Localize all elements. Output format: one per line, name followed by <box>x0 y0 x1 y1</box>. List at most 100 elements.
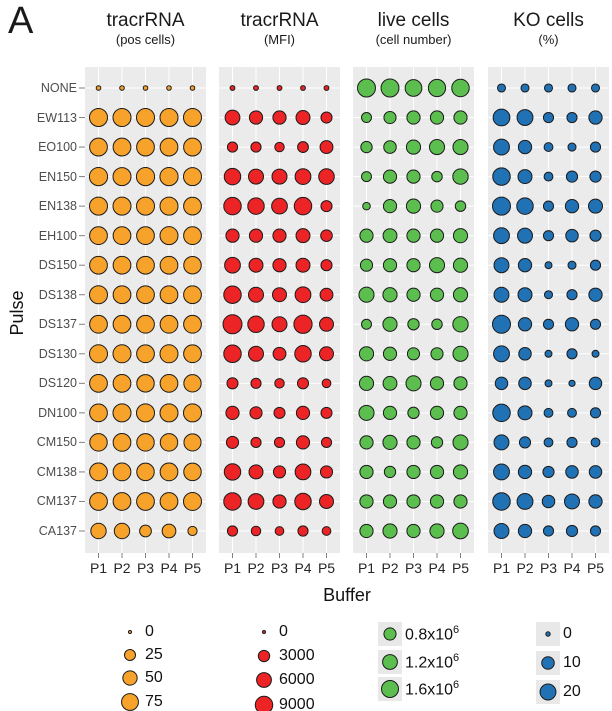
bubble <box>359 435 374 450</box>
legend-label: 25 <box>145 646 163 663</box>
row-label-cm138: CM138 <box>36 464 77 479</box>
bubble <box>183 285 202 305</box>
bubble <box>183 344 202 364</box>
bubble <box>382 434 398 450</box>
bubble <box>225 228 240 243</box>
legend-entry: 50 <box>118 666 163 690</box>
bubble <box>223 463 242 481</box>
panel-subtitle: (pos cells) <box>115 32 176 47</box>
bubble <box>183 374 202 393</box>
bubble <box>250 436 262 448</box>
bubble <box>359 258 374 272</box>
bubble <box>142 85 149 91</box>
bubble <box>89 492 108 511</box>
bubble <box>544 379 553 388</box>
panel-subtitle: (cell number) <box>375 32 452 47</box>
bubble <box>492 314 511 334</box>
bubble <box>183 226 202 246</box>
bubble <box>452 228 469 244</box>
bubble <box>358 286 375 303</box>
legend-dot-icon <box>256 672 272 688</box>
bubble <box>250 141 262 153</box>
bubble <box>406 169 421 184</box>
bubble <box>453 494 468 509</box>
bubble <box>429 228 445 243</box>
legend-label: 0 <box>279 623 288 640</box>
x-tick-label-p3: P3 <box>539 560 558 576</box>
bubble <box>112 167 132 187</box>
bubble <box>382 375 398 391</box>
legend-key-swatch <box>378 650 402 674</box>
bubble <box>297 141 309 153</box>
row-label-ds150: DS150 <box>38 258 77 273</box>
x-tick-label-p2: P2 <box>516 560 534 576</box>
bubble <box>136 137 155 157</box>
bubble <box>429 523 445 539</box>
legend-entry: 0.8x106 <box>378 622 459 646</box>
legend-label: 20 <box>563 683 581 700</box>
bubble <box>89 433 108 452</box>
bubble <box>493 522 510 539</box>
bubble <box>247 286 265 303</box>
x-tick-label-p4: P4 <box>294 560 312 576</box>
bubble <box>492 492 511 511</box>
legend-dot-icon <box>257 649 271 663</box>
row-label-cm150: CM150 <box>36 435 77 450</box>
bubble <box>135 196 156 216</box>
bubble <box>589 525 602 537</box>
bubble <box>136 314 155 334</box>
bubble <box>323 85 330 91</box>
row-label-eo100: EO100 <box>38 140 77 155</box>
bubble <box>159 196 179 216</box>
bubble <box>516 197 534 215</box>
bubble <box>543 407 554 418</box>
x-tick-label-p4: P4 <box>428 560 446 576</box>
bubble <box>183 137 202 157</box>
bubble <box>294 492 312 511</box>
legend-label: 6000 <box>279 671 315 688</box>
row-label-ds137: DS137 <box>38 317 77 332</box>
legend-dot-icon <box>124 649 136 661</box>
legend-entry: 0 <box>118 620 154 644</box>
bubble <box>247 345 265 362</box>
x-tick-label-p2: P2 <box>113 560 131 576</box>
legend-label: 0 <box>145 623 154 640</box>
bubble <box>429 405 445 420</box>
legend-key-swatch <box>252 693 276 711</box>
bubble <box>253 85 259 91</box>
bubble <box>225 405 240 420</box>
row-label-ds130: DS130 <box>38 346 77 361</box>
bubble <box>567 260 577 270</box>
legend-key-swatch <box>536 680 560 704</box>
legend-label: 1.6x106 <box>405 678 460 699</box>
bubble <box>520 83 530 93</box>
bubble <box>135 167 156 187</box>
y-axis-tick-marks <box>79 87 85 532</box>
bubble <box>321 378 332 389</box>
bubble <box>589 259 602 271</box>
bubble <box>182 403 203 423</box>
row-label-cm137: CM137 <box>36 494 77 509</box>
bubble <box>452 257 469 273</box>
bubble <box>319 287 334 302</box>
bubble <box>452 434 469 451</box>
bubble <box>544 349 553 358</box>
bubble <box>319 465 334 479</box>
legend-dot-icon <box>121 693 139 711</box>
bubble <box>319 316 334 332</box>
bubble <box>135 108 156 128</box>
legend-dot-icon <box>382 654 398 670</box>
legend-entry: 1.2x106 <box>378 650 459 674</box>
bubble <box>112 492 132 511</box>
bubble <box>382 287 398 303</box>
row-label-dn100: DN100 <box>38 405 77 420</box>
bubble <box>516 109 534 126</box>
legend-entry: 0 <box>252 620 288 644</box>
bubble <box>293 314 313 334</box>
bubble <box>362 201 371 211</box>
bubble <box>454 200 467 212</box>
legend-label: 9000 <box>279 696 315 711</box>
bubble <box>404 79 423 97</box>
bubble <box>112 433 132 452</box>
bubble <box>517 317 533 332</box>
